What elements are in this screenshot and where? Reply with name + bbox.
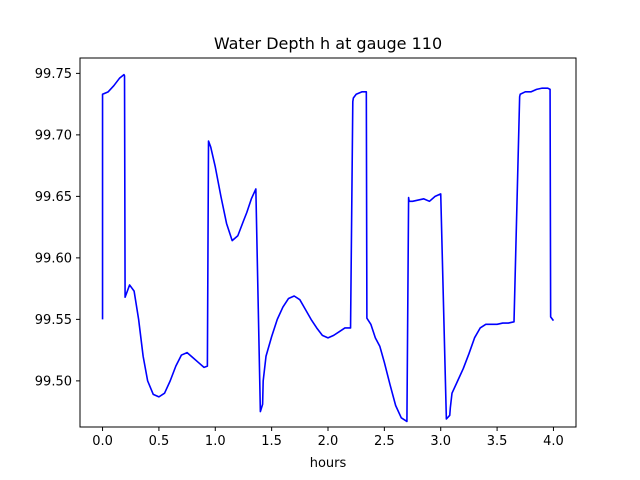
x-tick-label: 3.5 [487,434,508,449]
x-tick-label: 0.0 [92,434,113,449]
chart-title: Water Depth h at gauge 110 [214,34,442,53]
series-line-0 [101,73,555,423]
x-tick-label: 3.0 [430,434,451,449]
x-tick-label: 4.0 [543,434,564,449]
x-axis-label: hours [310,456,347,471]
y-tick-label: 99.75 [35,67,72,82]
x-tick-label: 1.0 [205,434,226,449]
y-tick-label: 99.60 [35,251,72,266]
x-axis: 0.0 0.5 1.0 1.5 2.0 2.5 3.0 3.5 4.0 [92,427,564,449]
y-tick-label: 99.70 [35,128,72,143]
plot-area [101,73,555,423]
y-tick-label: 99.65 [35,190,72,205]
x-tick-label: 1.5 [261,434,282,449]
x-tick-label: 2.0 [318,434,339,449]
plot-frame [79,57,577,428]
x-tick-label: 2.5 [374,434,395,449]
y-axis: 99.50 99.55 99.60 99.65 99.70 99.75 [35,67,80,389]
x-tick-label: 0.5 [149,434,170,449]
y-tick-label: 99.50 [35,374,72,389]
y-tick-label: 99.55 [35,313,72,328]
